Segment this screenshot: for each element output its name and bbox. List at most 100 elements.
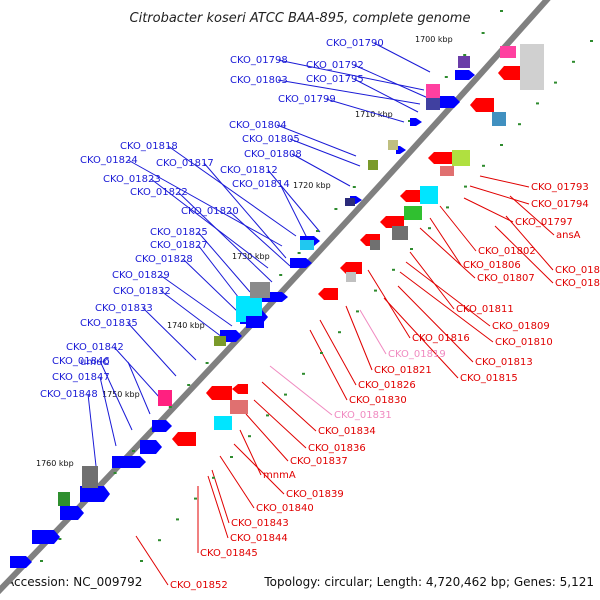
gene-label: mnmA [263, 470, 296, 481]
reverse-gene [370, 240, 380, 250]
gene-label: CKO_01819 [388, 349, 446, 360]
gene-label: CKO_01813 [475, 357, 533, 368]
gene-label: CKO_01836 [308, 443, 366, 454]
gc-marker [205, 362, 209, 364]
gc-marker [248, 435, 251, 438]
gene-label: CKO_01797 [515, 217, 573, 228]
forward-gene [300, 240, 314, 250]
gc-marker [194, 497, 197, 500]
gc-marker [481, 32, 485, 34]
gene-label: CKO_01834 [318, 426, 376, 437]
leader-line [479, 175, 530, 188]
reverse-gene [520, 44, 544, 90]
leader-line [463, 197, 514, 223]
gene-label: CKO_01817 [156, 158, 214, 169]
gene-label: CKO_01808 [244, 149, 302, 160]
leader-line [150, 178, 269, 269]
gene-label: CKO_01798 [230, 55, 288, 66]
leader-line [269, 365, 333, 416]
leader-line [405, 261, 491, 327]
reverse-gene [232, 384, 248, 394]
leader-line [419, 227, 476, 279]
reverse-gene [404, 206, 422, 220]
leader-line [494, 225, 554, 284]
gc-marker [444, 76, 448, 78]
leader-line [309, 329, 348, 401]
gene-label: CKO_01833 [95, 303, 153, 314]
forward-gene [458, 56, 470, 68]
reverse-gene [500, 46, 516, 58]
gene-label: CKO_01824 [80, 155, 138, 166]
gene-label: CKO_01821 [374, 365, 432, 376]
gc-marker [176, 518, 179, 521]
kbp-ticks: 1700 kbp 1710 kbp 1720 kbp 1730 kbp 1740 kbp… [36, 35, 453, 468]
leader-line [261, 381, 317, 432]
gene-label: CKO_01809 [492, 321, 550, 332]
forward-gene [158, 390, 172, 406]
gc-marker [572, 60, 575, 63]
forward-gene [426, 84, 440, 98]
leader-line [277, 79, 421, 105]
forward-gene [345, 198, 355, 206]
gene-label: CKO_01799 [278, 94, 336, 105]
reverse-gene [498, 66, 524, 80]
gene-label: CKO_01845 [200, 548, 258, 559]
reverse-gene [214, 416, 232, 430]
gc-marker [266, 414, 269, 417]
gc-marker [168, 406, 172, 408]
leader-line [383, 297, 459, 379]
leader-line [228, 210, 291, 267]
leader-line [142, 307, 197, 361]
gene-label: CKO_01790 [326, 38, 384, 49]
reverse-gene [380, 216, 404, 228]
genome-summary: Topology: circular; Length: 4,720,462 bp… [263, 575, 594, 589]
leader-line [505, 215, 554, 271]
gene-label: CKO_01801 [555, 278, 600, 289]
gc-marker [408, 120, 411, 122]
gene-label: CKO_01793 [531, 182, 589, 193]
leader-line [87, 393, 97, 467]
gene-label: CKO_01827 [150, 240, 208, 251]
leader-line [135, 535, 169, 586]
leader-line [253, 399, 307, 449]
gene-label: CKO_01828 [135, 254, 193, 265]
gc-marker [446, 206, 449, 209]
leader-line [409, 251, 455, 310]
forward-gene [10, 556, 32, 568]
forward-gene [250, 282, 270, 298]
forward-gene [214, 336, 226, 346]
gc-marker [392, 268, 395, 271]
leader-line [439, 205, 477, 252]
gene-label: ansA [556, 230, 581, 241]
gene-label: CKO_01794 [531, 199, 589, 210]
reverse-gene [346, 272, 356, 282]
gene-label: CKO_01815 [460, 373, 518, 384]
gene-label: umuC [80, 357, 109, 368]
leader-line [197, 231, 251, 293]
gc-marker [518, 123, 521, 126]
leader-line [399, 271, 494, 343]
gc-marker [230, 456, 233, 458]
reverse-gene [318, 288, 338, 300]
gc-marker [500, 144, 503, 146]
gene-label: CKO_01814 [232, 179, 290, 190]
leader-line [211, 469, 230, 524]
gc-marker [212, 476, 215, 479]
leader-line [353, 64, 429, 99]
leader-line [276, 124, 357, 157]
gc-marker [428, 227, 431, 230]
gene-label: CKO_01802 [478, 246, 536, 257]
leader-line [429, 217, 462, 266]
gc-marker [316, 230, 319, 232]
gene-label: CKO_01804 [229, 120, 287, 131]
gc-marker [410, 248, 413, 250]
leader-line [177, 191, 273, 283]
gene-label: CKO_01846 [52, 356, 110, 367]
leader-line [167, 145, 297, 237]
gc-marker [40, 560, 43, 562]
gc-marker [113, 472, 117, 474]
leader-line [353, 78, 419, 113]
forward-gene [60, 506, 84, 520]
gc-marker [140, 560, 143, 562]
